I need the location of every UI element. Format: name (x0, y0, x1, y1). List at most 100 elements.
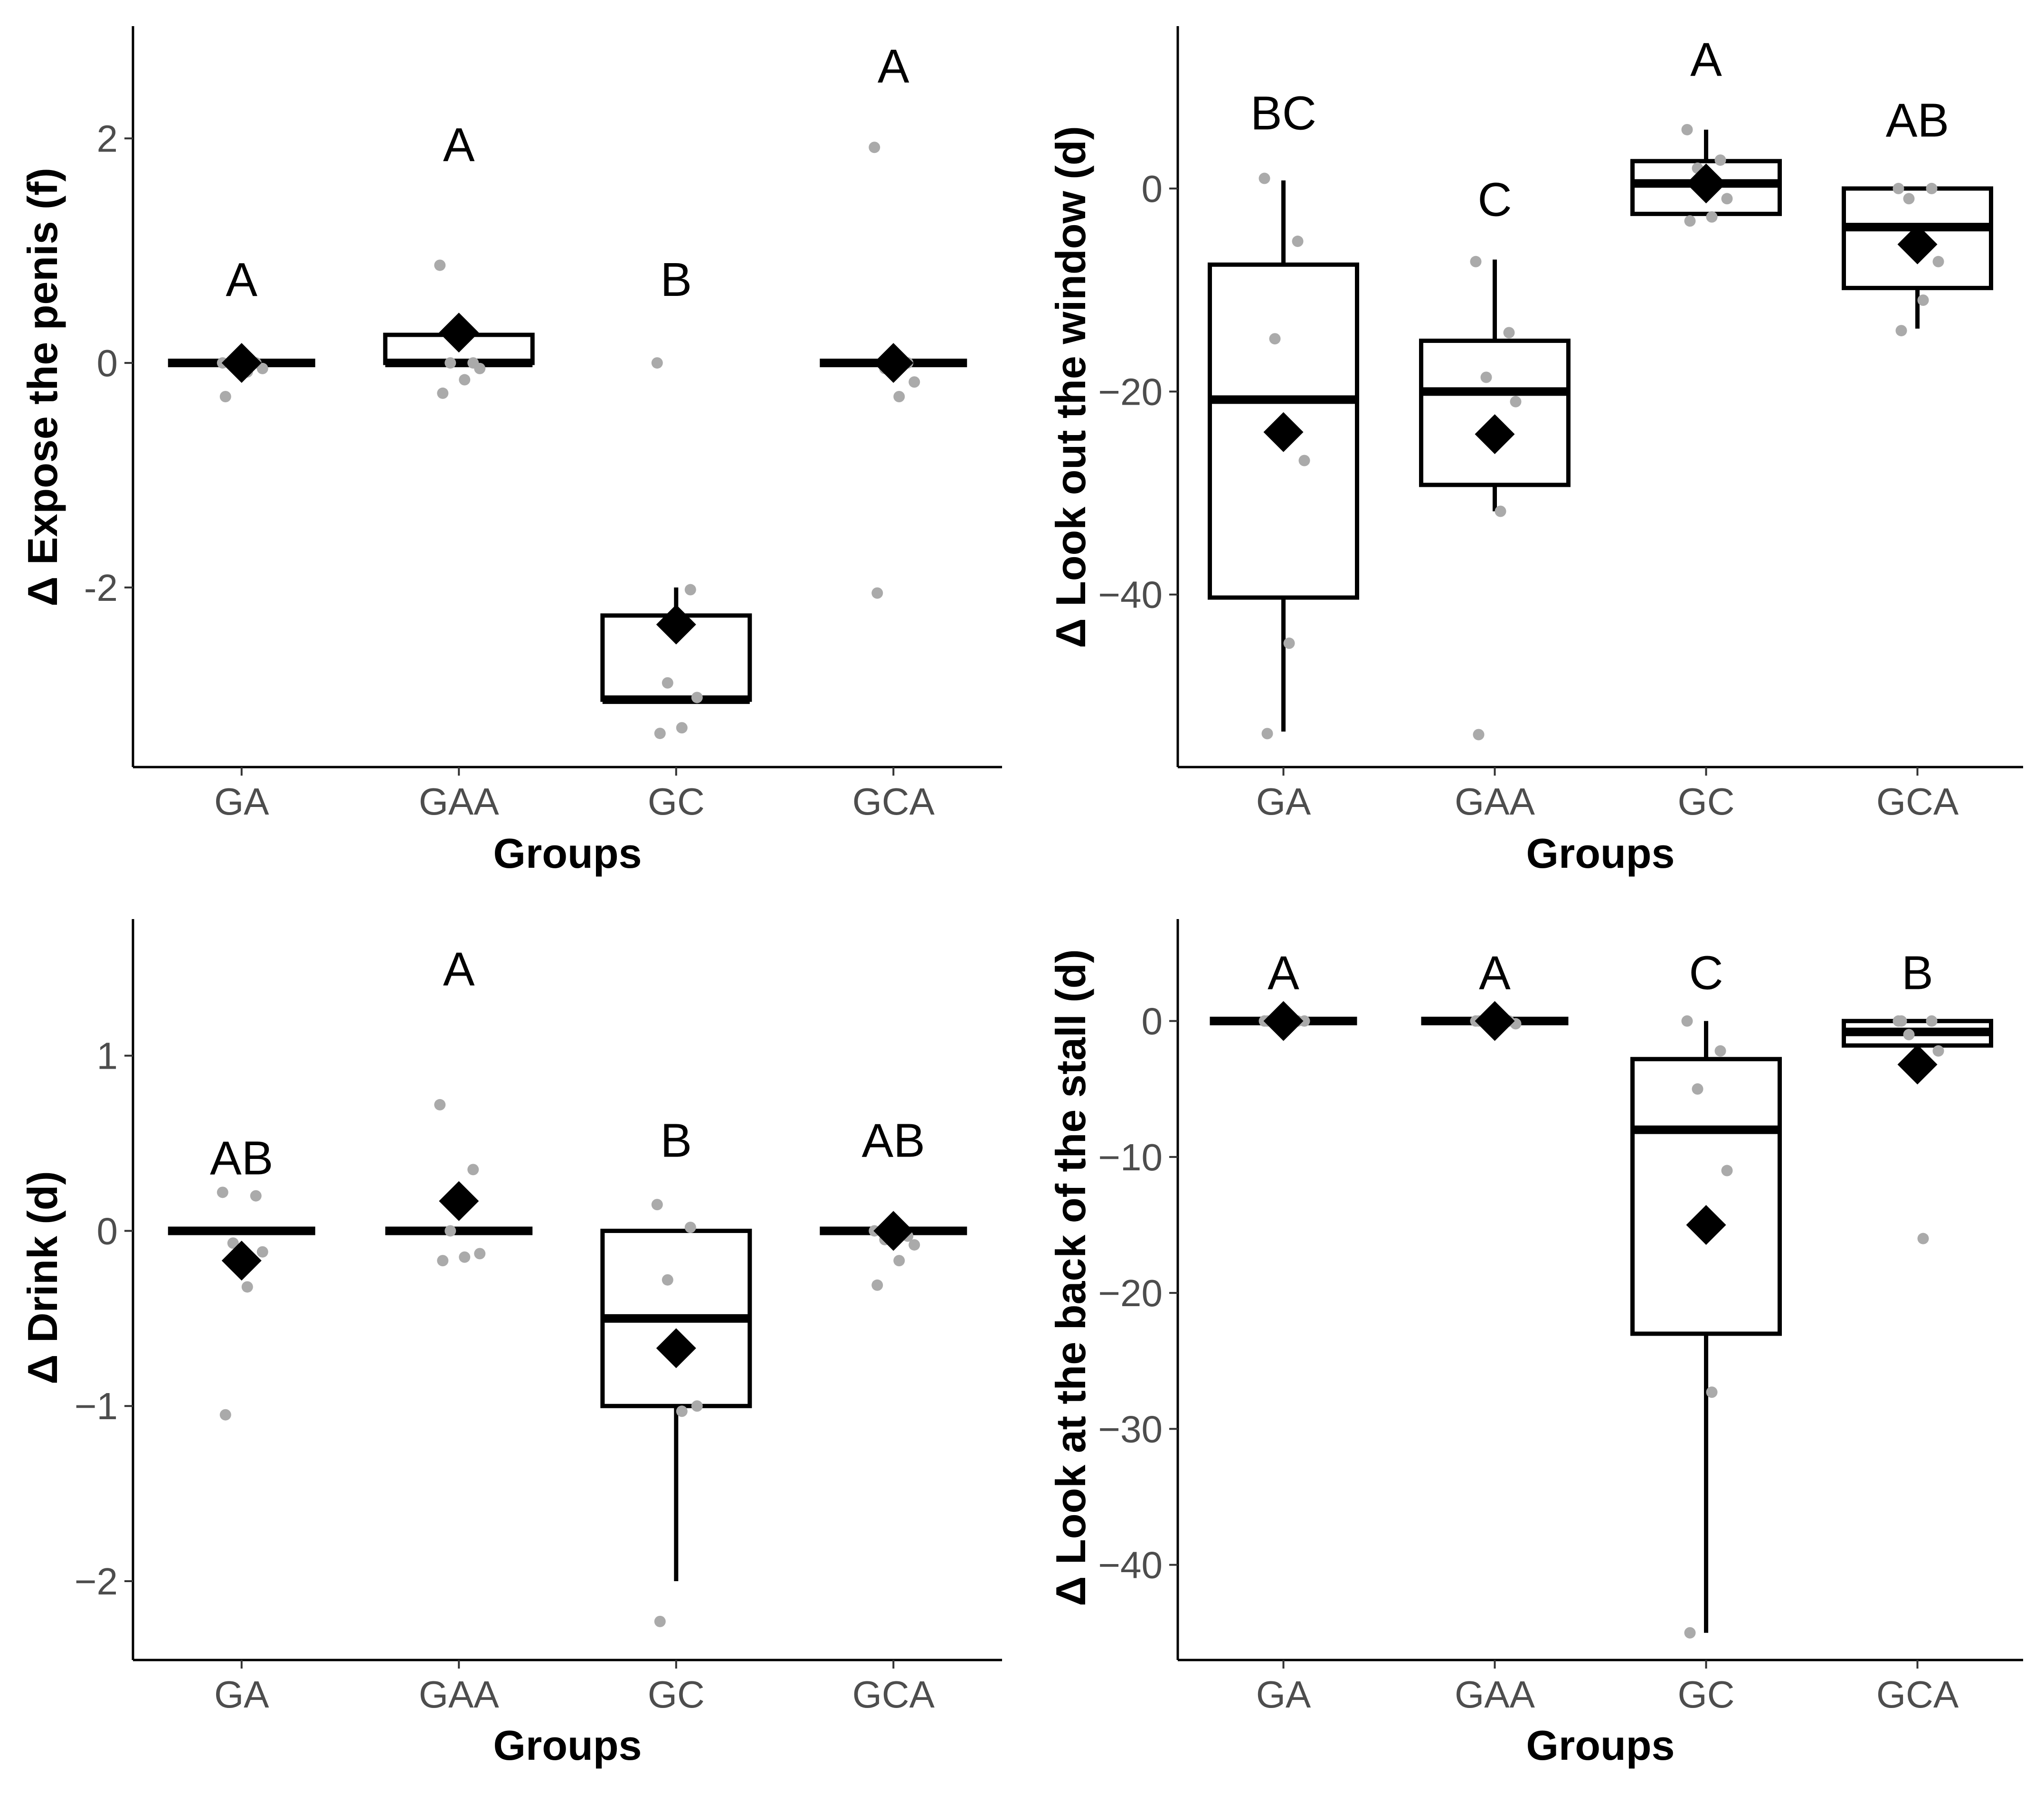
data-point (445, 1225, 456, 1237)
data-point (893, 391, 905, 402)
box-group-ga: AB (168, 1132, 315, 1421)
data-point (651, 1199, 663, 1211)
y-tick-label: 1 (97, 1035, 118, 1077)
data-point (691, 692, 703, 703)
data-point (1298, 1015, 1310, 1027)
data-point (1259, 172, 1270, 184)
x-tick-label: GCA (1876, 780, 1959, 823)
y-tick-label: 0 (1142, 168, 1163, 210)
x-axis-label: Groups (1526, 830, 1675, 877)
box-group-gca: A (820, 40, 967, 599)
data-point (459, 1251, 471, 1263)
mean-marker (873, 1211, 914, 1251)
box-group-ga: A (1210, 947, 1357, 1041)
box-group-ga: BC (1208, 87, 1359, 740)
data-point (1283, 637, 1295, 649)
significance-letter: A (878, 40, 909, 93)
data-point (684, 1222, 696, 1233)
x-tick-label: GAA (419, 780, 500, 823)
panel-look-back-stall: 0 −10 −20 −30 −40 GA GAA GC GCA A A C B Groups Δ Loo… (1047, 919, 2023, 1769)
data-point (250, 1190, 262, 1202)
data-point (1692, 1083, 1703, 1095)
x-tick-label: GA (214, 780, 269, 823)
data-point (227, 1237, 239, 1249)
significance-letter: B (1902, 947, 1933, 1000)
data-point (1932, 1045, 1944, 1057)
data-point (691, 1400, 703, 1412)
significance-letter: A (226, 253, 257, 306)
data-point (256, 362, 268, 374)
mean-marker (1475, 1001, 1515, 1041)
data-point (654, 1615, 666, 1627)
data-point (217, 1186, 228, 1198)
box-group-gc: B (600, 1114, 752, 1627)
significance-letter: AB (862, 1114, 925, 1167)
box-group-gc: B (600, 253, 752, 740)
data-point (1706, 211, 1718, 223)
data-point (662, 1274, 673, 1286)
mean-marker (1475, 414, 1515, 455)
y-tick-label: −40 (1098, 574, 1163, 616)
mean-marker (1263, 1001, 1304, 1041)
significance-letter: B (660, 1114, 692, 1167)
data-point (1714, 154, 1726, 166)
data-point (241, 1281, 253, 1293)
significance-letter: A (443, 118, 475, 171)
x-tick-label: GAA (419, 1673, 500, 1716)
data-point (654, 728, 666, 740)
y-axis-label: Δ Expose the penis (f) (19, 168, 66, 607)
panel-look-out-window: 0 −20 −40 GA GAA GC GCA BC C A AB Groups Δ Look ou… (1047, 26, 2023, 877)
data-point (869, 142, 880, 153)
y-tick-label: 0 (97, 342, 118, 384)
data-point (871, 1279, 883, 1291)
y-tick-label: −1 (75, 1385, 118, 1427)
mean-marker (221, 1241, 262, 1281)
data-point (1706, 1386, 1718, 1398)
y-axis-label: Δ Drink (d) (19, 1171, 66, 1384)
data-point (908, 376, 920, 388)
data-point (662, 677, 673, 689)
y-tick-label: −2 (75, 1560, 118, 1603)
data-point (1510, 396, 1522, 408)
x-tick-label: GC (1678, 780, 1735, 823)
data-point (1503, 327, 1515, 339)
significance-letter: A (1690, 33, 1722, 86)
data-point (1269, 333, 1281, 345)
mean-marker (439, 1181, 479, 1221)
box-group-gaa: C (1419, 173, 1571, 740)
box-group-ga: A (168, 253, 315, 402)
mean-marker (656, 604, 696, 645)
significance-letter: A (1268, 947, 1299, 1000)
data-point (908, 1239, 920, 1251)
significance-letter: B (660, 253, 692, 306)
box-group-gaa: A (385, 942, 533, 1267)
iqr-box (1630, 1057, 1782, 1336)
significance-letter: AB (210, 1132, 273, 1185)
x-tick-label: GA (1256, 780, 1311, 823)
iqr-box (1419, 338, 1571, 487)
data-point (1681, 1015, 1693, 1027)
x-tick-label: GA (1256, 1673, 1311, 1716)
data-point (445, 357, 456, 369)
panel-expose-penis: 2 0 -2 GA GAA GC GCA A A B A Groups Δ Expose the p… (19, 26, 1002, 877)
y-tick-label: -2 (84, 567, 118, 609)
y-tick-label: −20 (1098, 370, 1163, 413)
mean-marker (873, 343, 914, 383)
significance-letter: A (443, 942, 475, 996)
mean-marker (1686, 163, 1726, 204)
data-point (1473, 729, 1485, 740)
data-point (676, 1405, 688, 1417)
panel-marks: 0 −20 −40 GA GAA GC GCA BC C A AB (1098, 26, 2023, 823)
data-point (1495, 505, 1506, 517)
box-group-gaa: A (1421, 947, 1569, 1041)
x-tick-label: GC (648, 780, 705, 823)
significance-letter: AB (1886, 94, 1949, 147)
data-point (1903, 1029, 1915, 1041)
data-point (1261, 728, 1273, 740)
data-point (467, 1164, 479, 1176)
x-tick-label: GC (1678, 1673, 1735, 1716)
data-point (434, 259, 446, 271)
